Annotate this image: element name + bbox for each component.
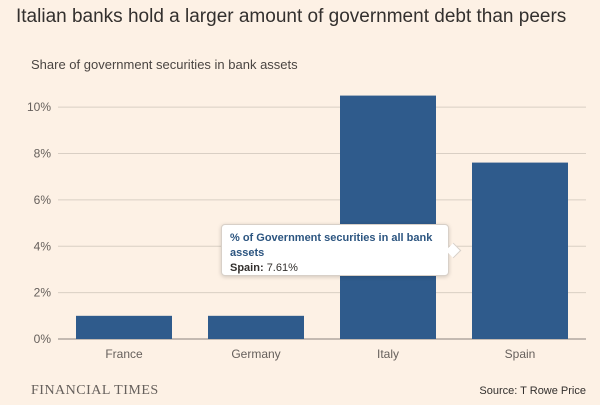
brand-logo: FINANCIAL TIMES [31, 383, 159, 398]
source-note: Source: T Rowe Price [479, 385, 586, 397]
tooltip-title: % of Government securities in all bank a… [230, 232, 433, 259]
tooltip: % of Government securities in all bank a… [221, 224, 462, 276]
chart-title: Italian banks hold a larger amount of go… [16, 6, 567, 27]
bar [76, 315, 172, 339]
tooltip-value-line: Spain: 7.61% [230, 261, 440, 276]
y-tick-label: 4% [34, 239, 52, 253]
y-tick-label: 10% [27, 100, 51, 114]
x-tick-label: Italy [377, 347, 399, 361]
x-tick-label: Germany [231, 347, 280, 361]
y-tick-label: 0% [34, 332, 52, 346]
bar [472, 162, 568, 339]
y-tick-label: 6% [34, 193, 52, 207]
x-tick-label: Spain [505, 347, 536, 361]
tooltip-value: 7.61% [266, 262, 298, 274]
tooltip-category: Spain: [230, 262, 264, 274]
bar [208, 315, 304, 339]
y-tick-label: 8% [34, 147, 52, 161]
chart-subtitle: Share of government securities in bank a… [31, 57, 298, 72]
y-tick-label: 2% [34, 286, 52, 300]
x-tick-label: France [105, 347, 143, 361]
bar [340, 95, 436, 339]
